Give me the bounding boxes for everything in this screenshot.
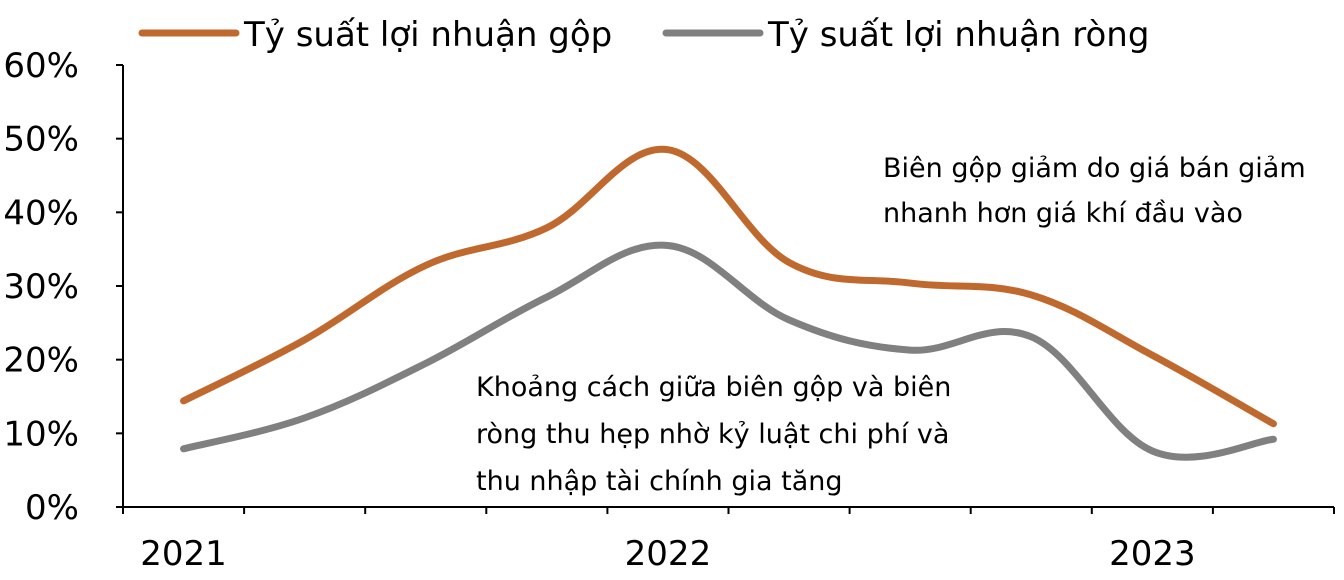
annotation-gap-line-1: Khoảng cách giữa biên gộp và biên: [476, 372, 951, 403]
x-tick-label: 2023: [1109, 534, 1196, 574]
y-tick-label: 60%: [3, 46, 79, 86]
y-tick-label: 10%: [3, 414, 79, 454]
x-tick-label: 2021: [140, 534, 227, 574]
annotation-gross-line-2: nhanh hơn giá khí đầu vào: [883, 198, 1243, 229]
axes: 0% 10% 20% 30% 40% 50% 60% 2021 2022 2023: [3, 46, 1335, 574]
y-tick-label: 30%: [3, 267, 79, 307]
y-tick-label: 0%: [25, 488, 79, 528]
legend: Tỷ suất lợi nhuận gộp Tỷ suất lợi nhuận …: [138, 15, 1149, 55]
y-tick-label: 40%: [3, 193, 79, 233]
annotation-gap-line-3: thu nhập tài chính gia tăng: [476, 466, 843, 497]
y-tick-label: 50%: [3, 120, 79, 160]
legend-label-gross: Tỷ suất lợi nhuận gộp: [243, 15, 612, 55]
annotation-gross-line-1: Biên gộp giảm do giá bán giảm: [883, 153, 1306, 184]
x-tick-label: 2022: [625, 534, 712, 574]
annotation-gap-line-2: ròng thu hẹp nhờ kỷ luật chi phí và: [476, 419, 949, 450]
series-line-net: [180, 241, 1277, 461]
series-line-gross: [180, 145, 1277, 428]
series-lines: [180, 145, 1277, 461]
y-tick-label: 20%: [3, 341, 79, 381]
legend-label-net: Tỷ suất lợi nhuận ròng: [767, 15, 1149, 55]
